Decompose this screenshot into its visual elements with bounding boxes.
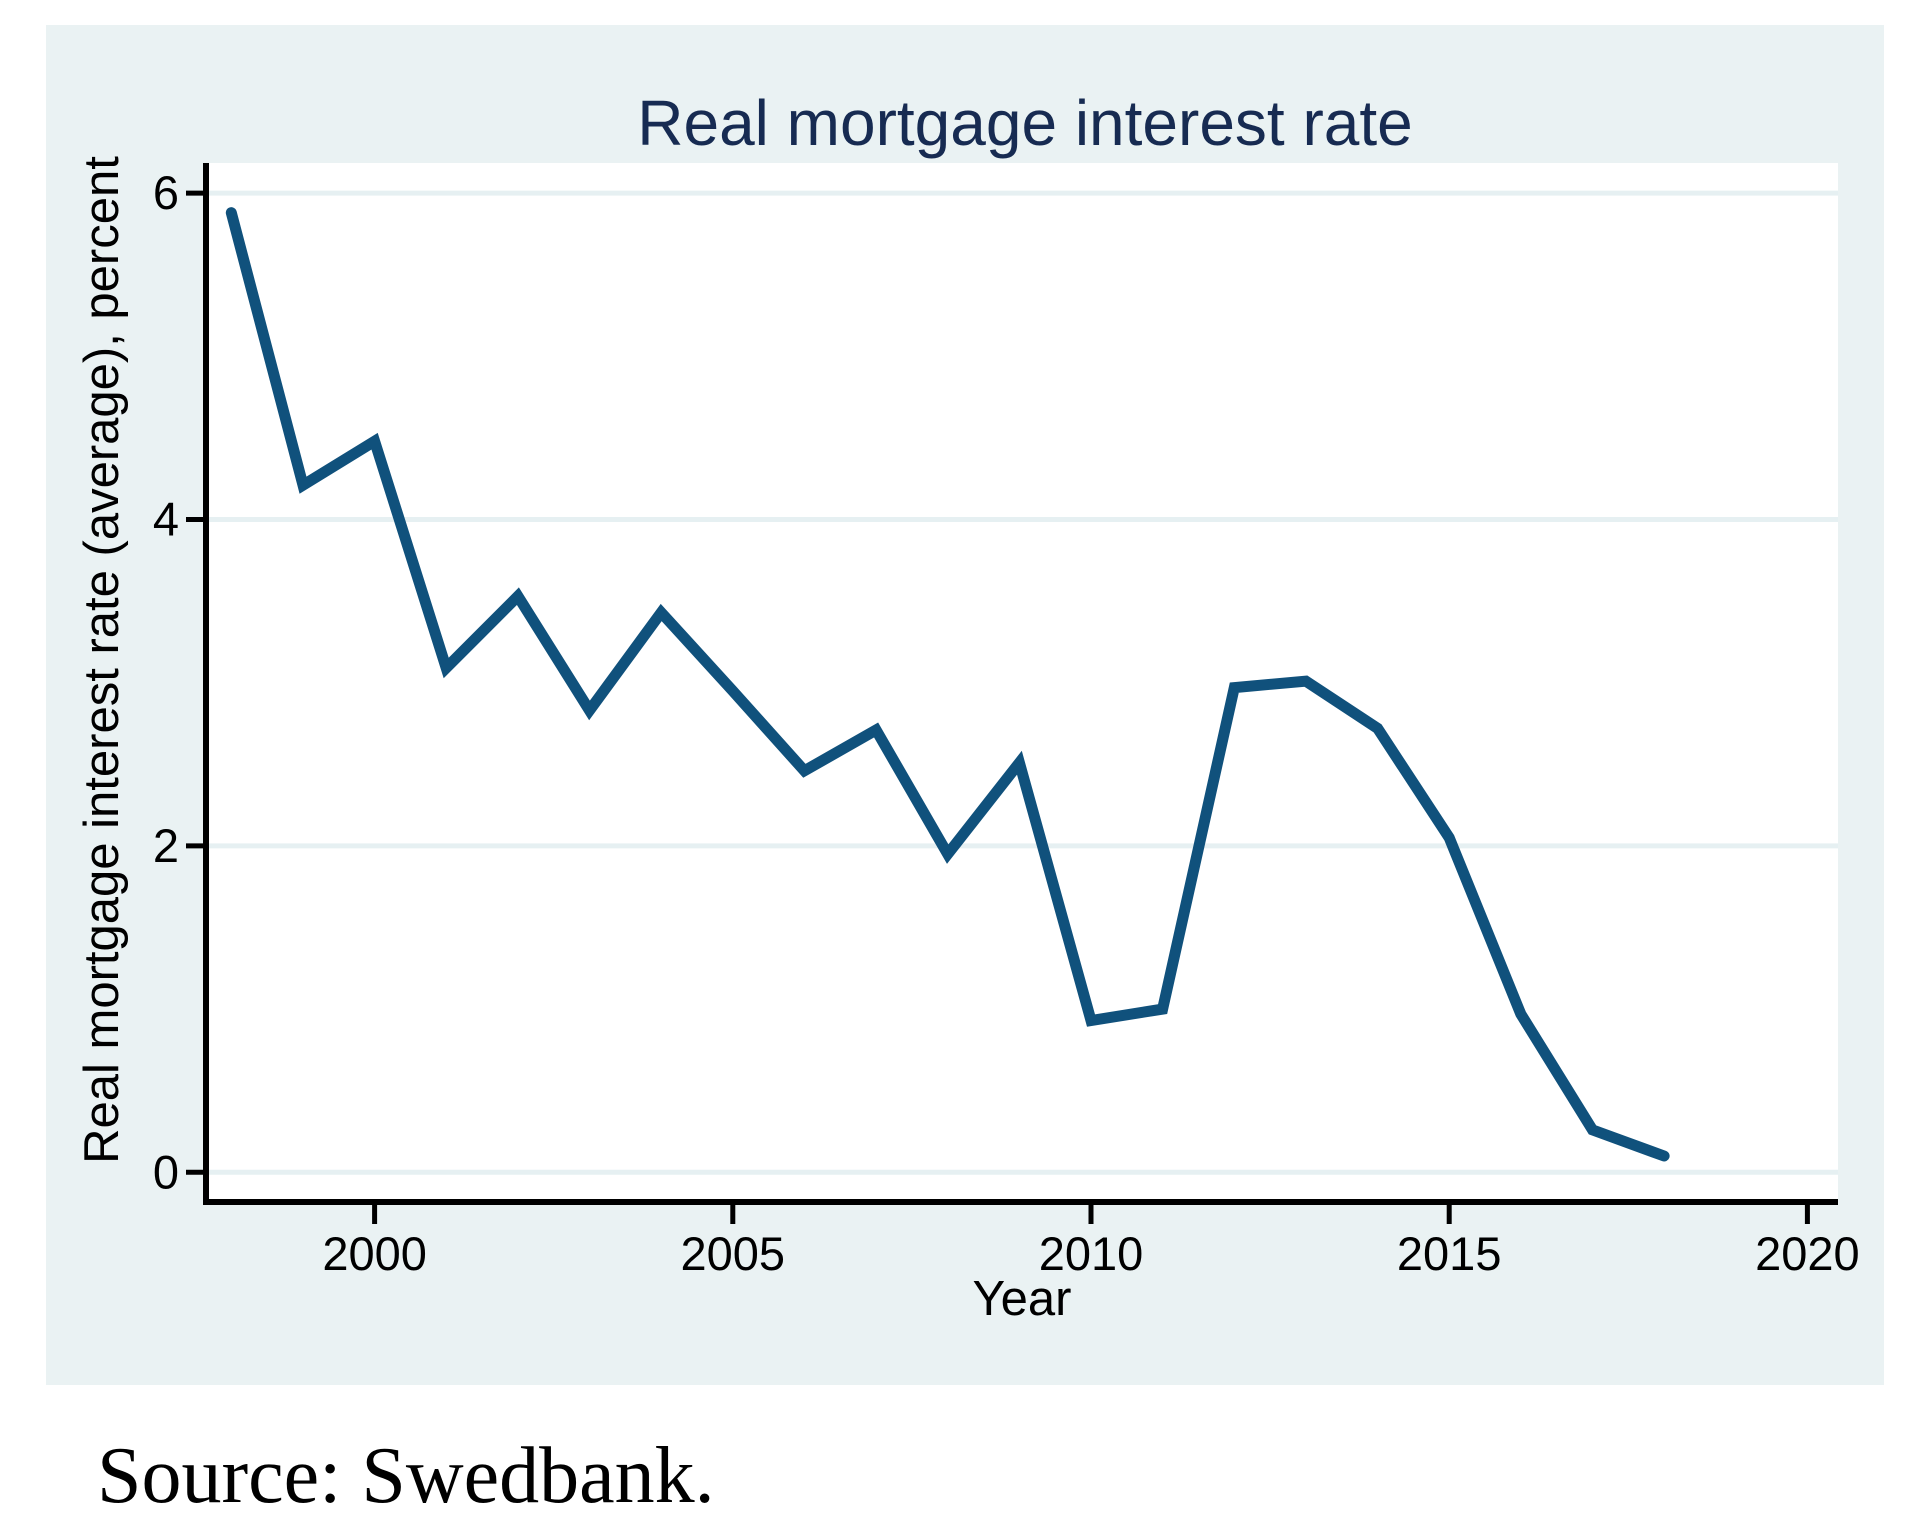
y-tick-label: 2 xyxy=(153,819,179,872)
x-axis-ticks: 2000 2005 2010 2015 2020 xyxy=(322,1202,1860,1280)
plot-area xyxy=(206,163,1838,1202)
y-tick-label: 4 xyxy=(153,493,179,546)
axes xyxy=(203,163,1838,1205)
series-line xyxy=(225,207,1670,1162)
data-series xyxy=(225,207,1670,1162)
chart-title: Real mortgage interest rate xyxy=(637,87,1413,159)
gridlines xyxy=(206,190,1838,1175)
x-tick-label: 2020 xyxy=(1755,1227,1860,1280)
y-axis-title: Real mortgage interest rate (average), p… xyxy=(75,156,129,1164)
x-axis-title: Year xyxy=(972,1272,1071,1326)
x-tick-label: 2000 xyxy=(322,1227,427,1280)
y-tick-label: 6 xyxy=(153,166,179,219)
source-note: Source: Swedbank. xyxy=(97,1432,715,1520)
x-tick-label: 2005 xyxy=(681,1227,786,1280)
x-tick-label: 2010 xyxy=(1039,1227,1144,1280)
y-axis-ticks: 0 2 4 6 xyxy=(153,166,206,1198)
x-tick-label: 2015 xyxy=(1397,1227,1502,1280)
y-tick-label: 0 xyxy=(153,1145,179,1198)
